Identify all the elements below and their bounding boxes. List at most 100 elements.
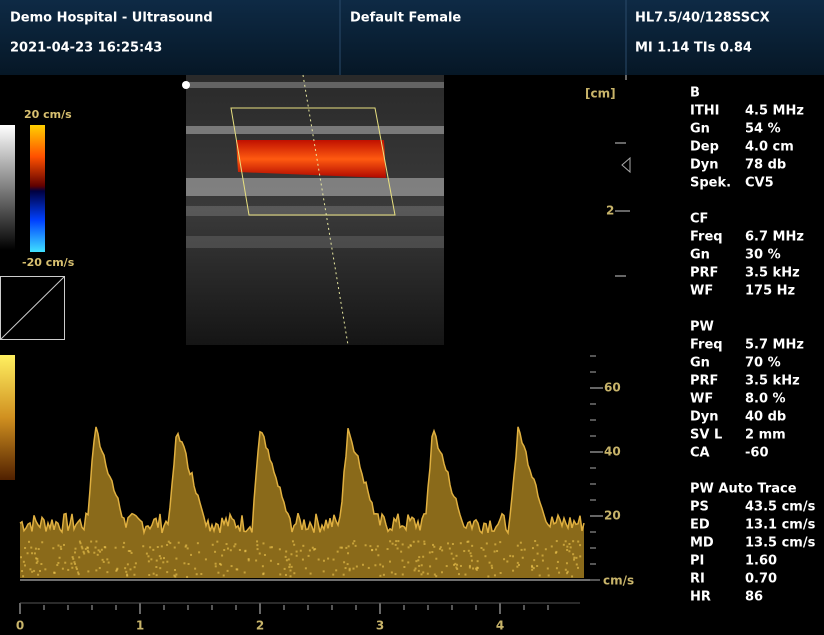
- speckle: [133, 574, 135, 576]
- speckle: [374, 564, 376, 566]
- speckle: [62, 568, 64, 570]
- speckle: [175, 558, 177, 560]
- speckle: [517, 545, 519, 547]
- speckle: [212, 544, 214, 546]
- speckle: [28, 541, 30, 543]
- speckle: [188, 563, 190, 565]
- speckle: [29, 568, 31, 570]
- speckle: [579, 555, 581, 557]
- speckle: [194, 568, 196, 570]
- speckle: [128, 550, 130, 552]
- speckle: [487, 575, 489, 577]
- speckle: [98, 549, 100, 551]
- speckle: [35, 557, 37, 559]
- time-label: 0: [16, 619, 24, 633]
- param-label: Dep: [690, 140, 719, 155]
- speckle: [563, 544, 565, 546]
- speckle: [494, 543, 496, 545]
- section-title: CF: [690, 212, 708, 227]
- speckle: [67, 569, 69, 571]
- speckle: [161, 545, 163, 547]
- speckle: [81, 547, 83, 549]
- param-label: Gn: [690, 248, 710, 263]
- speckle: [568, 550, 570, 552]
- speckle: [456, 564, 458, 566]
- speckle: [422, 571, 424, 573]
- speckle: [76, 568, 78, 570]
- param-value: 6.7 MHz: [745, 230, 804, 245]
- speckle: [106, 571, 108, 573]
- speckle: [262, 573, 264, 575]
- speckle: [64, 562, 66, 564]
- speckle: [397, 547, 399, 549]
- speckle: [290, 570, 292, 572]
- param-value: 78 db: [745, 158, 786, 173]
- speckle: [142, 545, 144, 547]
- speckle: [126, 574, 128, 576]
- speckle: [226, 543, 228, 545]
- speckle: [79, 541, 81, 543]
- speckle: [557, 561, 559, 563]
- speckle: [418, 565, 420, 567]
- speckle: [377, 554, 379, 556]
- speckle: [452, 543, 454, 545]
- speckle: [401, 560, 403, 562]
- speckle: [288, 566, 290, 568]
- speckle: [60, 546, 62, 548]
- speckle: [115, 547, 117, 549]
- speckle: [22, 575, 24, 577]
- focus-dot: [182, 81, 190, 89]
- speckle: [309, 549, 311, 551]
- speckle: [577, 567, 579, 569]
- speckle: [506, 561, 508, 563]
- color-bar: [30, 125, 45, 252]
- param-label: ITHI: [690, 104, 719, 119]
- speckle: [57, 562, 59, 564]
- speckle: [262, 542, 264, 544]
- color-bar-top: 20 cm/s: [24, 108, 72, 121]
- speckle: [166, 544, 168, 546]
- speckle: [81, 546, 83, 548]
- speckle: [264, 554, 266, 556]
- speckle: [383, 574, 385, 576]
- speckle: [435, 575, 437, 577]
- speckle: [337, 551, 339, 553]
- param-value: 3.5 kHz: [745, 266, 800, 281]
- speckle: [395, 540, 397, 542]
- speckle: [572, 540, 574, 542]
- speckle: [456, 555, 458, 557]
- speckle: [400, 551, 402, 553]
- speckle: [125, 571, 127, 573]
- param-value: -60: [745, 446, 769, 461]
- speckle: [285, 551, 287, 553]
- param-label: SV L: [690, 428, 722, 443]
- speckle: [288, 558, 290, 560]
- speckle: [471, 545, 473, 547]
- speckle: [395, 544, 397, 546]
- speckle: [231, 565, 233, 567]
- speckle: [343, 574, 345, 576]
- speckle: [162, 561, 164, 563]
- speckle: [24, 547, 26, 549]
- speckle: [534, 540, 536, 542]
- speckle: [440, 546, 442, 548]
- speckle: [156, 560, 158, 562]
- speckle: [63, 544, 65, 546]
- speckle: [415, 560, 417, 562]
- speckle: [402, 543, 404, 545]
- speckle: [382, 566, 384, 568]
- speckle: [116, 568, 118, 570]
- velocity-label: 20: [604, 509, 621, 523]
- speckle: [284, 568, 286, 570]
- param-label: Freq: [690, 230, 723, 245]
- speckle: [491, 567, 493, 569]
- depth-unit: [cm]: [585, 87, 616, 101]
- speckle: [407, 561, 409, 563]
- spectrum: [20, 427, 584, 578]
- speckle: [379, 564, 381, 566]
- speckle: [362, 564, 364, 566]
- param-label: PRF: [690, 374, 718, 389]
- speckle: [347, 552, 349, 554]
- speckle: [424, 543, 426, 545]
